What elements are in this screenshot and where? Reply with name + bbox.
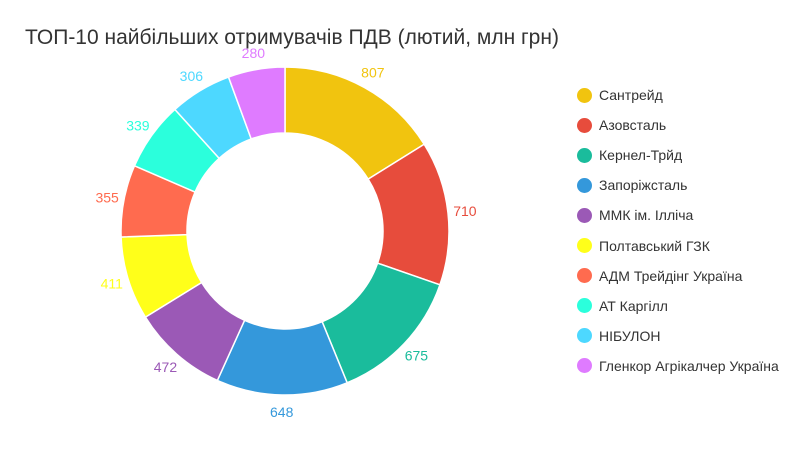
legend-swatch (577, 177, 592, 193)
legend-item[interactable]: НІБУЛОН (577, 321, 779, 351)
legend-item[interactable]: АДМ Трейдінг Україна (577, 261, 779, 291)
legend-label: Азовсталь (599, 117, 667, 134)
legend-item[interactable]: Кернел-Трйд (577, 140, 779, 170)
legend: Сантрейд Азовсталь Кернел-Трйд Запоріжсталь… (577, 80, 779, 381)
legend-item[interactable]: Сантрейд (577, 80, 779, 110)
legend-swatch (577, 358, 592, 374)
legend-swatch (577, 328, 592, 344)
slice-value-label: 710 (453, 203, 477, 219)
legend-swatch (577, 238, 592, 254)
legend-label: АТ Каргілл (599, 297, 668, 314)
slice-value-label: 411 (101, 276, 124, 292)
slice-value-label: 280 (242, 45, 266, 61)
legend-label: ММК ім. Ілліча (599, 207, 694, 224)
legend-swatch (577, 147, 592, 163)
legend-swatch (577, 207, 592, 223)
chart-title: ТОП-10 найбільших отримувачів ПДВ (лютий… (25, 26, 559, 49)
legend-swatch (577, 298, 592, 314)
legend-item[interactable]: Полтавський ГЗК (577, 230, 779, 260)
legend-item[interactable]: Азовсталь (577, 110, 779, 140)
legend-item[interactable]: Запоріжсталь (577, 170, 779, 200)
donut-slice[interactable] (227, 66, 286, 140)
legend-label: АДМ Трейдінг Україна (599, 267, 743, 284)
slice-value-label: 306 (180, 68, 204, 84)
slice-value-label: 355 (95, 189, 119, 205)
legend-label: НІБУЛОН (599, 327, 661, 344)
legend-item[interactable]: ММК ім. Ілліча (577, 200, 779, 230)
legend-label: Сантрейд (599, 87, 663, 104)
slice-value-label: 807 (361, 65, 385, 81)
legend-label: Кернел-Трйд (599, 147, 683, 164)
legend-swatch (577, 87, 592, 103)
legend-label: Запоріжсталь (599, 177, 688, 194)
legend-swatch (577, 117, 592, 133)
slice-labels: 807 710 675 648 472 411 355 339 306 280 (95, 45, 476, 420)
legend-swatch (577, 268, 592, 284)
legend-label: Гленкор Агрікалчер Україна (599, 357, 779, 374)
slice-value-label: 339 (126, 118, 150, 134)
legend-item[interactable]: Гленкор Агрікалчер Україна (577, 351, 779, 381)
legend-item[interactable]: АТ Каргілл (577, 291, 779, 321)
slice-value-label: 648 (270, 404, 294, 420)
legend-label: Полтавський ГЗК (599, 237, 710, 254)
donut-slices (120, 66, 450, 396)
slice-value-label: 472 (154, 359, 178, 375)
slice-value-label: 675 (405, 347, 429, 363)
